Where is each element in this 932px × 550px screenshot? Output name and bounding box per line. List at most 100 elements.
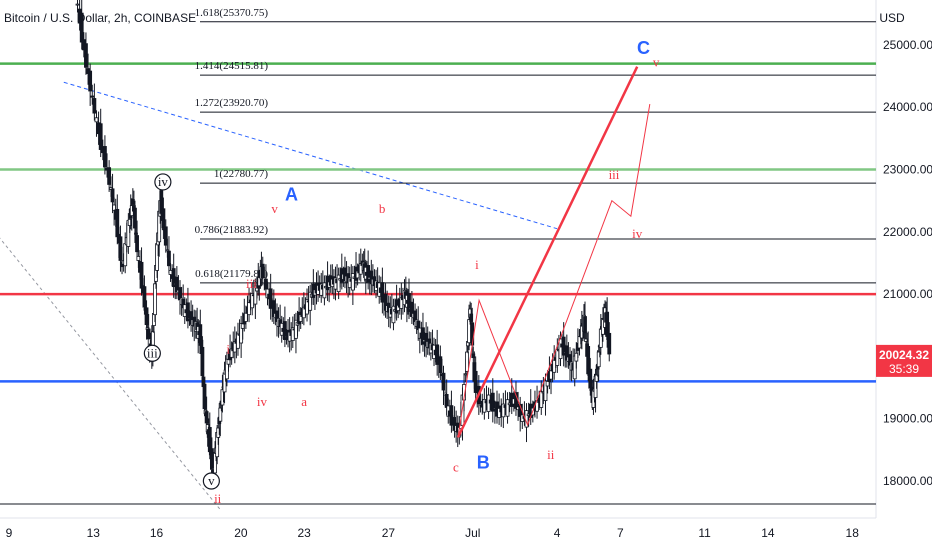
x-tick-label-3: 20 (234, 526, 248, 540)
candle-body (236, 333, 240, 349)
candle-body (174, 276, 179, 293)
candle-body (264, 278, 268, 290)
candle-body (139, 261, 144, 289)
wave-label-13: B (477, 453, 490, 473)
fib-label-3: 1(22780.77) (214, 168, 268, 180)
candle-body (133, 207, 137, 229)
wave-label-12: c (453, 460, 459, 475)
candle-body (539, 391, 544, 408)
wave-label-9: iv (632, 226, 643, 241)
candle-body (497, 408, 502, 418)
projection-main-line (456, 66, 639, 438)
x-tick-label-7: 4 (554, 526, 561, 540)
candle-body (607, 332, 612, 355)
candle-body (168, 270, 173, 275)
x-tick-label-8: 7 (617, 526, 624, 540)
fib-label-5: 0.618(21179.85) (195, 268, 268, 280)
wave-label-11: C (637, 38, 650, 58)
candle-body (163, 226, 168, 246)
circled-wave-label-1: iii (147, 345, 158, 360)
candle-body (438, 356, 443, 373)
y-tick-label-7: 25000.00 (883, 38, 932, 52)
candle-body (555, 349, 560, 366)
projection-sub-path (457, 104, 651, 438)
circled-wave-label-2: v (208, 473, 215, 488)
candle-body (98, 123, 103, 150)
candle-body (268, 288, 273, 309)
candle-body (94, 117, 99, 123)
candle-body (110, 188, 115, 203)
candle-body (380, 282, 385, 303)
last-price-badge (876, 344, 932, 377)
candle-body (136, 256, 141, 261)
candle-body (350, 273, 355, 291)
circled-wave-marker-1 (143, 344, 161, 362)
candle-body (84, 43, 88, 68)
candle-body (465, 351, 469, 372)
candle-body (596, 351, 601, 368)
candle-body (247, 302, 251, 316)
wave-label-14: ii (547, 447, 555, 462)
candle-body (92, 98, 97, 114)
wave-label-3: iii (246, 276, 257, 291)
x-tick-label-5: 27 (382, 526, 396, 540)
candle-body (79, 12, 84, 43)
wave-label-6: a (301, 394, 307, 409)
fib-label-2: 1.272(23920.70) (195, 97, 269, 109)
x-tick-label-6: Jul (465, 526, 480, 540)
circled-wave-marker-0 (154, 173, 172, 191)
chart-title: Bitcoin / U.S. Dollar, 2h, COINBASE (4, 11, 196, 25)
candle-body (167, 250, 171, 267)
wave-label-5: iv (257, 394, 268, 409)
candle-body (391, 305, 396, 324)
candle-body (336, 274, 341, 293)
candle-body (514, 392, 518, 409)
candle-body (441, 372, 446, 391)
wave-label-10: v (653, 55, 660, 70)
wave-label-0: v (271, 201, 278, 216)
candle-body (435, 344, 440, 365)
candle-body (552, 359, 557, 373)
candle-body (88, 70, 93, 92)
wave-label-7: i (475, 257, 479, 272)
wave-label-8: iii (609, 167, 620, 182)
x-tick-label-4: 23 (297, 526, 311, 540)
candle-body (322, 282, 327, 299)
candle-body (135, 235, 139, 253)
y-tick-label-5: 23000.00 (883, 163, 932, 177)
candle-body (103, 146, 107, 168)
circled-wave-marker-2 (202, 472, 220, 490)
candle-body (505, 399, 510, 417)
candle-body (202, 383, 207, 410)
channel-line (63, 81, 558, 230)
wave-label-2: b (379, 201, 386, 216)
candle-body (153, 283, 157, 316)
candle-body (90, 95, 95, 98)
candle-body (574, 352, 579, 362)
x-tick-label-10: 14 (761, 526, 775, 540)
candle-body (123, 243, 128, 267)
last-price-value: 20024.32 (879, 348, 929, 362)
x-tick-label-1: 13 (87, 526, 101, 540)
candle-body (118, 236, 123, 261)
candle-body (200, 346, 205, 377)
candle-body (444, 394, 449, 408)
candle-body (543, 380, 548, 402)
candle-body (115, 208, 120, 238)
y-tick-label-0: 18000.00 (883, 474, 932, 488)
candle-body (107, 167, 112, 185)
candle-body (583, 316, 587, 334)
circled-wave-label-0: iv (158, 174, 169, 189)
x-tick-label-11: 18 (846, 526, 860, 540)
candle-body (594, 374, 599, 382)
wave-label-1: A (285, 185, 298, 205)
wave-label-4: i (226, 341, 230, 356)
candle-body (549, 370, 553, 380)
y-tick-label-3: 21000.00 (883, 287, 932, 301)
candle-body (218, 407, 223, 422)
wave-label-15: ii (214, 491, 222, 506)
x-tick-label-2: 16 (150, 526, 164, 540)
candle-body (144, 307, 149, 326)
